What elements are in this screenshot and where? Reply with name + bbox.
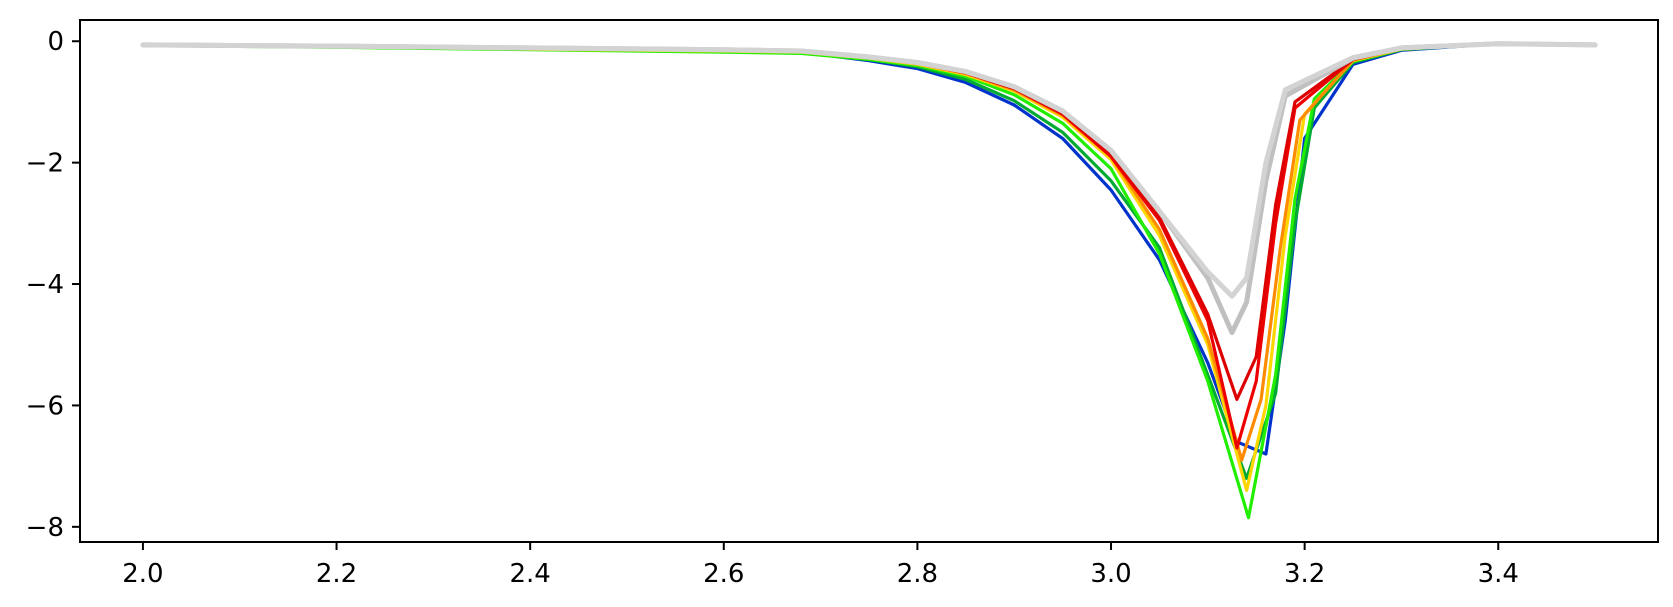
y-tick-label: −4: [26, 270, 64, 300]
y-axis: 0 −2 −4 −6 −8: [26, 27, 80, 543]
x-tick-label: 2.0: [122, 559, 163, 589]
x-tick-label: 2.8: [897, 559, 938, 589]
x-axis: 2.0 2.2 2.4 2.6 2.8 3.0 3.2 3.4: [122, 542, 1519, 589]
x-tick-label: 3.0: [1090, 559, 1131, 589]
y-tick-label: −2: [26, 149, 64, 179]
x-tick-label: 2.4: [509, 559, 550, 589]
y-tick-label: −8: [26, 513, 64, 543]
plot-frame: [79, 19, 1659, 543]
x-tick-label: 3.2: [1284, 559, 1325, 589]
x-tick-label: 2.6: [703, 559, 744, 589]
series-line-9: [140, 41, 1598, 299]
x-tick-label: 3.4: [1478, 559, 1519, 589]
y-tick-label: −6: [26, 391, 64, 421]
x-tick-label: 2.2: [316, 559, 357, 589]
y-tick-label: 0: [47, 27, 64, 57]
series-layer: [140, 41, 1598, 520]
